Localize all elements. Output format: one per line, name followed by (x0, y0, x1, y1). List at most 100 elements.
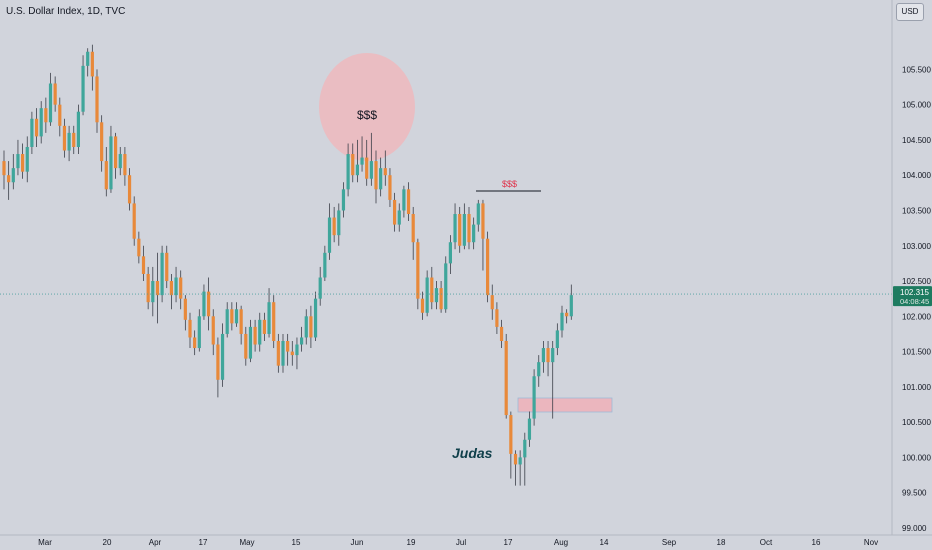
candle-down (481, 203, 485, 239)
judas-label: Judas (452, 445, 493, 461)
candle-up (304, 316, 308, 338)
candle-down (439, 288, 443, 310)
fvg-box (517, 397, 613, 413)
candle-down (416, 242, 420, 299)
price-tag (893, 286, 932, 307)
currency-button[interactable]: USD (896, 3, 924, 21)
liquidity-label-high: $$$ (357, 108, 377, 122)
candle-up (39, 108, 43, 137)
candle-up (346, 154, 350, 190)
candle-down (509, 415, 513, 454)
candle-up (202, 291, 206, 317)
candle-down (458, 214, 462, 246)
candle-up (537, 362, 541, 377)
candle-up (434, 288, 439, 303)
candle-down (188, 319, 192, 338)
candle-down (146, 273, 150, 303)
candle-down (513, 453, 518, 465)
candle-down (44, 108, 48, 123)
y-tick-label: 104.000 (902, 171, 931, 180)
candle-down (169, 281, 173, 296)
y-tick-label: 100.500 (902, 418, 931, 427)
y-tick-label: 105.000 (902, 101, 931, 110)
candle-up (30, 118, 34, 147)
candle-down (165, 252, 169, 282)
candle-up (444, 263, 448, 310)
candle-down (2, 161, 6, 176)
candle-down (216, 344, 220, 380)
y-tick-label: 103.000 (902, 242, 931, 251)
candle-down (332, 217, 336, 236)
candle-down (244, 333, 248, 359)
candle-up (300, 337, 304, 345)
x-tick-label: 18 (717, 538, 726, 547)
price-tag-value: 102.315 (900, 288, 929, 297)
y-tick-label: 104.500 (902, 136, 931, 145)
candle-up (258, 319, 262, 345)
candle-down (21, 154, 25, 172)
x-tick-label: Nov (864, 538, 878, 547)
y-tick-label: 105.500 (902, 65, 931, 74)
candle-down (272, 302, 276, 341)
candle-down (34, 118, 39, 137)
candle-up (462, 214, 466, 246)
y-tick-label: 101.000 (902, 383, 931, 392)
candle-up (527, 418, 532, 440)
x-tick-label: 17 (504, 538, 513, 547)
candle-up (472, 224, 476, 243)
candle-down (309, 316, 313, 338)
candle-up (248, 326, 253, 359)
candle-down (127, 175, 132, 204)
candle-down (132, 203, 136, 239)
candle-up (160, 252, 164, 296)
candle-up (397, 210, 401, 225)
candle-down (90, 51, 94, 77)
candle-up (555, 330, 559, 349)
candle-down (374, 161, 378, 190)
candle-up (425, 277, 429, 313)
y-tick-label: 101.500 (902, 348, 931, 357)
candle-down (383, 168, 387, 176)
candle-up (369, 161, 373, 179)
candle-down (211, 316, 215, 345)
candle-up (402, 189, 406, 211)
candle-up (295, 344, 299, 356)
x-tick-label: Sep (662, 538, 677, 547)
candle-up (151, 281, 155, 303)
candle-down (100, 122, 104, 162)
candle-up (379, 168, 383, 190)
candle-up (323, 252, 327, 278)
x-tick-label: 16 (812, 538, 821, 547)
candle-up (560, 312, 564, 331)
candle-up (118, 154, 122, 169)
candle-down (62, 125, 67, 151)
candle-up (234, 309, 239, 324)
y-tick-label: 99.500 (902, 489, 927, 498)
candle-down (393, 199, 397, 225)
candle-up (337, 210, 341, 236)
candle-down (179, 277, 183, 299)
x-tick-label: 19 (407, 538, 416, 547)
x-tick-label: Oct (760, 538, 773, 547)
price-tag-countdown: 04:08:45 (900, 297, 929, 306)
candle-up (16, 154, 20, 169)
candle-up (360, 157, 364, 165)
candle-down (72, 132, 76, 147)
y-tick-label: 100.000 (902, 453, 931, 462)
candle-down (253, 326, 257, 345)
candle-down (207, 291, 211, 317)
liquidity-label-mid: $$$ (502, 179, 517, 189)
candle-up (523, 439, 527, 458)
candle-up (327, 217, 332, 253)
candle-up (518, 457, 522, 465)
candle-up (453, 214, 457, 243)
x-tick-label: May (239, 538, 254, 547)
candle-down (467, 214, 471, 243)
x-tick-label: 14 (600, 538, 609, 547)
candle-down (406, 189, 411, 215)
candle-up (225, 309, 229, 334)
candle-down (365, 157, 369, 179)
candle-up (267, 302, 271, 334)
candle-up (81, 65, 85, 112)
